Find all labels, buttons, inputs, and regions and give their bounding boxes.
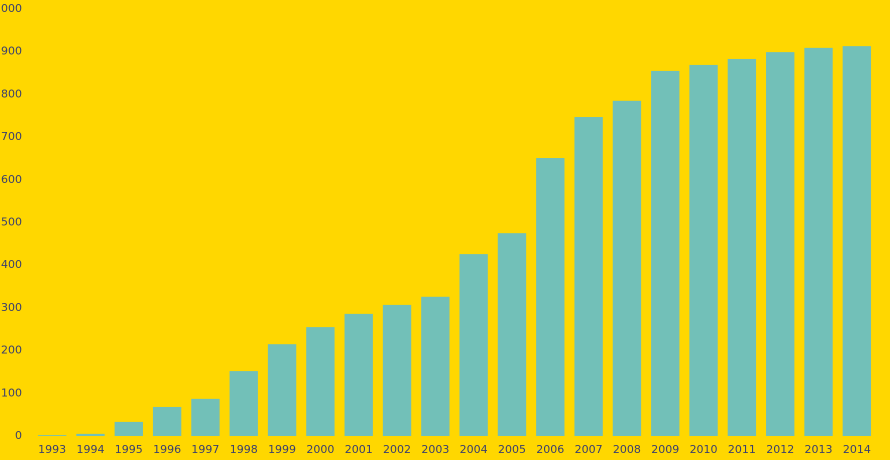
y-tick-label: 1000 [0, 2, 22, 15]
bar [37, 435, 67, 436]
bar [76, 433, 105, 436]
bar [229, 371, 258, 436]
bar [727, 58, 757, 437]
y-tick-label: 300 [1, 301, 22, 314]
x-tick-label: 2006 [536, 443, 564, 456]
x-tick-label: 2012 [766, 443, 794, 456]
x-tick-label: 1997 [191, 443, 219, 456]
y-tick-label: 700 [1, 130, 22, 143]
y-tick-label: 0 [15, 429, 22, 442]
x-tick-label: 2011 [728, 443, 756, 456]
x-tick-label: 1994 [76, 443, 104, 456]
bar [574, 117, 603, 436]
x-tick-label: 2002 [383, 443, 411, 456]
bar [421, 296, 450, 436]
x-tick-label: 2005 [498, 443, 526, 456]
bar [612, 100, 642, 437]
y-tick-label: 500 [1, 216, 22, 229]
bar [344, 313, 373, 436]
x-tick-label: 2000 [306, 443, 334, 456]
bar [152, 406, 182, 436]
bar [536, 158, 565, 436]
x-tick-label: 2003 [421, 443, 449, 456]
x-tick-label: 2010 [690, 443, 718, 456]
y-tick-label: 200 [1, 344, 22, 357]
x-tick-label: 2008 [613, 443, 641, 456]
bar [689, 64, 718, 436]
y-tick-label: 800 [1, 87, 22, 100]
bar [114, 421, 143, 436]
bar [382, 304, 412, 436]
bar [497, 233, 527, 436]
x-tick-label: 2001 [345, 443, 373, 456]
bar [267, 344, 297, 436]
bar [459, 254, 488, 436]
x-tick-label: 2013 [805, 443, 833, 456]
y-tick-label: 100 [1, 386, 22, 399]
y-tick-label: 400 [1, 258, 22, 271]
bar [651, 70, 680, 436]
bar [191, 398, 220, 436]
x-tick-label: 1993 [38, 443, 66, 456]
x-tick-label: 2014 [843, 443, 871, 456]
bar [306, 327, 335, 436]
x-tick-label: 2004 [460, 443, 488, 456]
x-tick-label: 1998 [230, 443, 258, 456]
x-tick-label: 2007 [575, 443, 603, 456]
x-tick-label: 2009 [651, 443, 679, 456]
bar [766, 52, 795, 436]
x-tick-label: 1995 [115, 443, 143, 456]
y-tick-label: 600 [1, 173, 22, 186]
y-tick-label: 900 [1, 45, 22, 58]
bar [804, 47, 833, 437]
x-tick-label: 1999 [268, 443, 296, 456]
bar [842, 46, 872, 437]
x-tick-label: 1996 [153, 443, 181, 456]
